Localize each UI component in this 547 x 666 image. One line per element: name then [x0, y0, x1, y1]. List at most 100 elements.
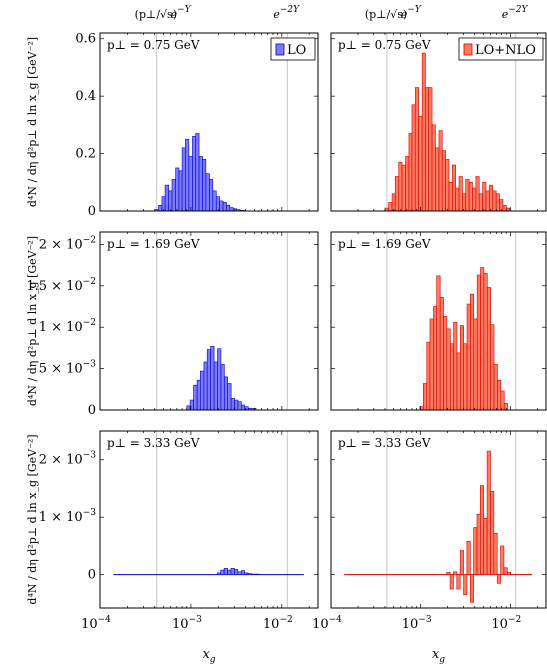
histogram-bar: [215, 196, 220, 212]
histogram-bar: [449, 343, 454, 411]
histogram-bar: [161, 196, 166, 212]
x-tick-label: 10−2: [263, 615, 293, 632]
histogram-bar: [499, 199, 504, 212]
histogram-bar: [439, 297, 444, 411]
histogram-bar: [178, 170, 183, 212]
histogram-bar: [188, 156, 193, 212]
panel-r3-lonlo: p⊥ = 3.33 GeV 10−4 10−3 10−2 xg: [312, 430, 547, 665]
histogram-bar: [408, 133, 413, 212]
panel-frame: [330, 231, 547, 411]
histogram-bar: [241, 404, 246, 411]
histogram-bar: [198, 156, 203, 212]
histogram-bar: [227, 383, 232, 411]
histogram-bar: [456, 352, 461, 411]
histogram-bar: [220, 364, 225, 411]
y-tick-label: 0: [88, 204, 96, 219]
pt-label: p⊥ = 0.75 GeV: [338, 38, 431, 52]
histogram-bar: [492, 190, 497, 212]
histogram-bar: [394, 176, 400, 212]
histogram-bar: [496, 574, 501, 584]
histogram-bar: [453, 571, 458, 575]
histogram-bar: [398, 161, 403, 212]
x-tick-label: 10−4: [312, 615, 342, 632]
histogram-bar: [414, 87, 419, 212]
histogram-bar: [493, 364, 498, 411]
histogram-bar: [244, 572, 249, 575]
histogram-bar: [237, 571, 242, 575]
y-tick-label: 1 × 10−2: [39, 318, 96, 335]
histogram-bar: [446, 572, 451, 575]
panel-frame: [99, 430, 319, 609]
histogram-bar: [203, 361, 208, 411]
top-label-e2Y: e−2Y: [502, 5, 529, 21]
y-tick-label: 1.5 × 10−2: [26, 277, 96, 294]
histogram-bar: [490, 491, 495, 575]
histogram-bar: [500, 390, 505, 411]
histogram-bar: [452, 164, 457, 212]
histogram-bar: [429, 318, 434, 411]
histogram-bar: [486, 287, 491, 411]
histogram-bar: [490, 324, 495, 411]
histogram-bar: [391, 193, 396, 212]
histogram-bar: [465, 179, 470, 212]
histogram-bar: [422, 383, 428, 411]
panel-frame: [99, 231, 319, 411]
histogram-bar: [470, 574, 474, 603]
pt-label: p⊥ = 3.33 GeV: [338, 436, 431, 450]
histogram-bar: [193, 384, 198, 411]
histogram-bar: [483, 273, 488, 411]
histogram-bar: [234, 399, 239, 411]
histogram-bar: [428, 87, 433, 212]
legend-swatch: [275, 43, 285, 56]
histogram-bar: [476, 514, 481, 575]
panel-frame: [330, 32, 547, 212]
histogram-bar: [164, 184, 170, 212]
top-label-e2Y: e−2Y: [273, 5, 300, 21]
histogram-bar: [205, 173, 210, 212]
x-axis-label: xg: [432, 647, 445, 665]
histogram-bar: [202, 159, 207, 212]
histogram-bar: [443, 316, 448, 411]
histogram-bar: [483, 518, 488, 575]
histogram-bar: [445, 159, 450, 212]
panel-frame: [330, 430, 547, 609]
pt-label: p⊥ = 1.69 GeV: [338, 237, 431, 251]
histogram-bar: [240, 570, 245, 575]
histogram-bar: [466, 541, 471, 575]
histogram-bar: [206, 349, 211, 411]
histogram-bar: [458, 176, 463, 212]
histogram-bar: [230, 568, 235, 575]
histogram-bar: [502, 204, 507, 212]
histogram-bar: [196, 379, 201, 411]
y-tick-label: 0.6: [75, 32, 96, 47]
histogram-bar: [463, 574, 468, 596]
histogram-bar: [217, 348, 222, 411]
histogram-bar: [227, 569, 232, 575]
panel-r1-lonlo: p⊥ = 0.75 GeV LO+NLO (p⊥/√s)e−Y e−2Y: [330, 5, 547, 212]
histogram-bar: [455, 187, 460, 212]
histogram-bar: [168, 190, 173, 212]
histogram-bar: [470, 293, 475, 411]
histogram-bar: [459, 550, 464, 575]
histogram-bar: [247, 573, 252, 575]
histogram-bar: [489, 184, 494, 212]
x-axis-label: xg: [202, 647, 215, 665]
x-tick-label: 10−4: [81, 615, 111, 632]
histogram-bar: [411, 104, 416, 212]
histogram-bar: [448, 181, 453, 212]
histogram-bar: [158, 204, 163, 212]
histogram-bar: [493, 532, 498, 575]
y-tick-label: 2 × 10−3: [39, 451, 97, 468]
histogram-bar: [200, 370, 205, 411]
top-label-peY: (p⊥/√s): [365, 8, 407, 21]
histogram-bar: [478, 193, 483, 212]
histogram-bar: [431, 124, 436, 212]
histogram-bar: [171, 179, 176, 212]
histogram-bar: [433, 306, 438, 411]
histogram-bar: [224, 376, 229, 411]
histogram-bar: [175, 167, 180, 212]
histogram-bar: [220, 569, 225, 575]
x-tick-label: 10−3: [172, 615, 202, 632]
histogram-bar: [213, 361, 218, 411]
